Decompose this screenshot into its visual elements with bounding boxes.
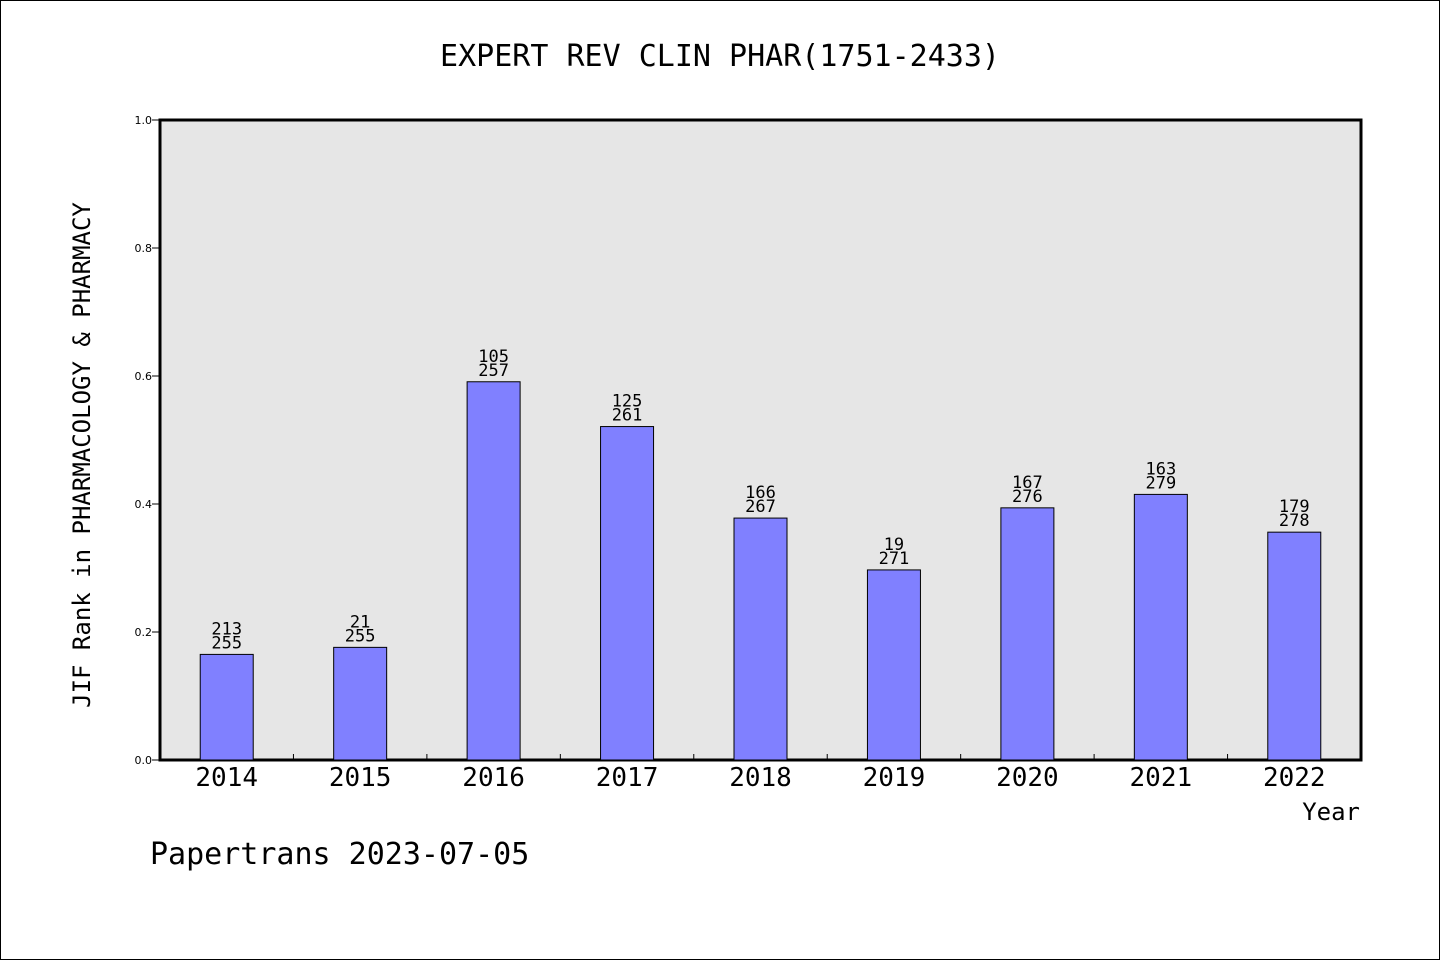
x-tick-label: 2019 (863, 763, 926, 793)
bars-group (199, 381, 1322, 761)
bar-rank-label: 166 (745, 483, 776, 503)
bar-total-label: 261 (612, 406, 643, 426)
bar (1133, 493, 1188, 761)
bar (333, 646, 388, 761)
bar-rank-label: 21 (350, 612, 370, 632)
bar-rank-label: 179 (1279, 497, 1310, 517)
y-tick-label: 0.4 (135, 498, 153, 511)
y-tick-label: 0.6 (135, 370, 153, 383)
bar-total-label: 271 (879, 549, 910, 569)
y-tick-label: 1.0 (135, 114, 153, 127)
bar-total-label: 255 (345, 626, 376, 646)
y-axis-label: JIF Rank in PHARMACOLOGY & PHARMACY (68, 202, 96, 708)
bar (466, 381, 521, 761)
bar-total-label: 279 (1145, 473, 1176, 493)
source-footer: Papertrans 2023-07-05 (150, 837, 529, 872)
bar (733, 517, 788, 761)
bar (1267, 531, 1322, 761)
bar-rank-label: 19 (884, 535, 904, 555)
bar-total-label: 267 (745, 497, 776, 517)
x-axis: 2014 2015 2016 2017 2018 2019 2020 2021 2022 (195, 754, 1326, 793)
x-tick-label: 2021 (1130, 763, 1193, 793)
y-tick-label: 0.8 (135, 242, 153, 255)
y-axis: 0.0 0.2 0.4 0.6 0.8 1.0 (135, 114, 160, 767)
bar (199, 653, 254, 761)
bar-rank-label: 105 (478, 347, 509, 367)
y-tick-label: 0.2 (135, 626, 153, 639)
bar-total-label: 255 (211, 633, 242, 653)
x-tick-label: 2018 (729, 763, 792, 793)
bar-total-label: 276 (1012, 487, 1043, 507)
x-tick-label: 2014 (195, 763, 258, 793)
chart-title: EXPERT REV CLIN PHAR(1751-2433) (440, 39, 1000, 74)
bar (1000, 507, 1055, 761)
x-tick-label: 2020 (996, 763, 1059, 793)
bar-rank-label: 125 (612, 392, 643, 412)
bar-labels-group: 2132552125510525712526116626719271167276… (211, 347, 1309, 654)
x-tick-label: 2017 (596, 763, 659, 793)
x-tick-label: 2015 (329, 763, 392, 793)
bar-total-label: 278 (1279, 511, 1310, 531)
x-axis-label: Year (1302, 798, 1360, 826)
bar-rank-label: 167 (1012, 473, 1043, 493)
bar-rank-label: 213 (211, 619, 242, 639)
bar (866, 569, 921, 761)
bar-total-label: 257 (478, 361, 509, 381)
bar (600, 426, 655, 761)
x-tick-label: 2022 (1263, 763, 1326, 793)
bar-rank-label: 163 (1145, 459, 1176, 479)
y-tick-label: 0.0 (135, 754, 153, 767)
x-tick-label: 2016 (462, 763, 525, 793)
